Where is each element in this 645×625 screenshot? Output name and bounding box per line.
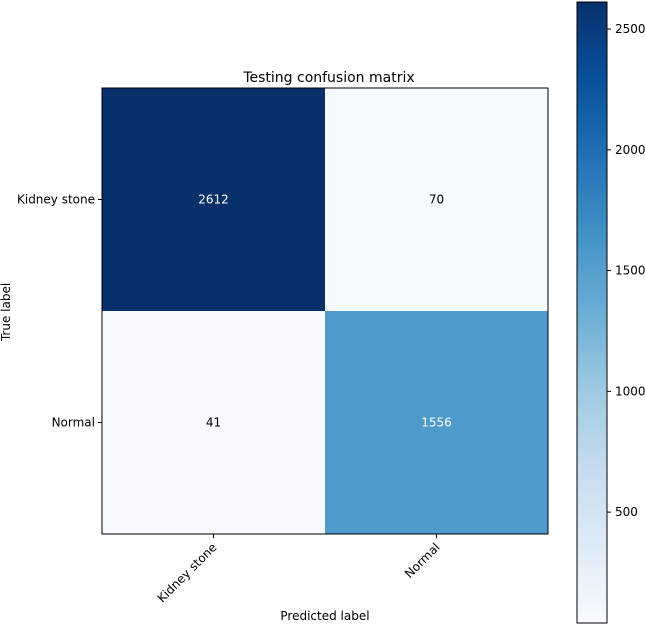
- cell-value-labels: 2612 70 41 1556: [198, 193, 452, 430]
- colorbar-tick-label: 1500: [615, 264, 645, 278]
- plot-frame: [101, 87, 549, 535]
- colorbar-tick-label: 1000: [615, 384, 645, 398]
- cell-value-0-1: 70: [429, 193, 444, 207]
- x-tick-label: Kidney stone: [155, 540, 220, 605]
- matrix-cells: [102, 88, 548, 534]
- x-axis-label: Predicted label: [280, 609, 369, 623]
- colorbar-tick-label: 500: [615, 505, 638, 519]
- colorbar-tick-label: 2000: [615, 143, 645, 157]
- matrix-cell-0-1: [325, 88, 548, 311]
- x-axis-ticks: Kidney stone Normal: [155, 534, 443, 605]
- chart-title: Testing confusion matrix: [242, 70, 414, 86]
- y-tick-label: Normal: [52, 416, 95, 430]
- y-axis-ticks: Kidney stone Normal: [17, 193, 102, 430]
- matrix-cell-0-0: [102, 88, 325, 311]
- colorbar-ticks: 500 1000 1500 2000 2500: [607, 22, 645, 519]
- cell-value-0-0: 2612: [198, 193, 229, 207]
- colorbar-tick-label: 2500: [615, 22, 645, 36]
- colorbar: [576, 1, 608, 624]
- matrix-cell-1-1: [325, 311, 548, 534]
- y-tick-label: Kidney stone: [17, 193, 95, 207]
- matrix-cell-1-0: [102, 311, 325, 534]
- cell-value-1-0: 41: [206, 416, 221, 430]
- x-tick-label: Normal: [402, 540, 443, 581]
- cell-value-1-1: 1556: [421, 416, 452, 430]
- y-axis-label: True label: [0, 283, 13, 342]
